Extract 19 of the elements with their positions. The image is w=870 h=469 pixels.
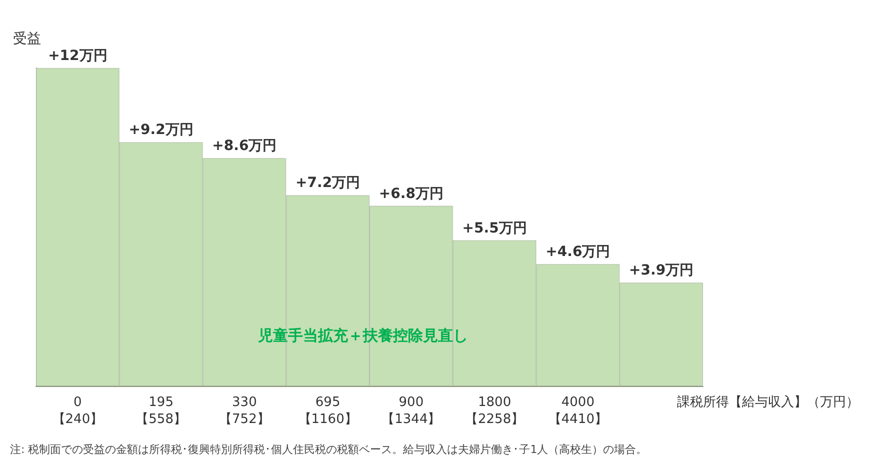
data-label: +9.2万円 (128, 122, 194, 138)
data-label: +6.8万円 (378, 186, 444, 202)
x-tick-label: 330 【752】 (219, 395, 270, 427)
x-tick-label: 900 【1344】 (382, 395, 441, 427)
data-label: +5.5万円 (462, 220, 527, 236)
data-label: +8.6万円 (212, 138, 277, 154)
x-tick-label: 0 【240】 (52, 395, 104, 427)
y-axis-title: 受益 (13, 31, 41, 47)
text: 注: 税制面での受益の金額は所得税･復興特別所得税･個人住民税の税額ベース。給与収入は夫婦片働き･子1人（高校生）の場合。 (10, 443, 648, 456)
x-tick-label: 1800 【2258】 (465, 395, 524, 427)
annotation: 児童手当拡充＋扶養控除見直し (257, 326, 468, 344)
x-tick-label: 4000 【4410】 (548, 395, 608, 427)
x-tick-label: 695 【1160】 (298, 395, 358, 427)
data-label: +3.9万円 (629, 262, 694, 279)
data-label: +7.2万円 (296, 175, 360, 192)
data-label: +12万円 (48, 48, 108, 64)
x-tick-label: 195 【558】 (136, 395, 186, 427)
x-axis-title: 課税所得【給与収入】（万円） (677, 395, 859, 410)
data-label: +4.6万円 (546, 244, 610, 260)
